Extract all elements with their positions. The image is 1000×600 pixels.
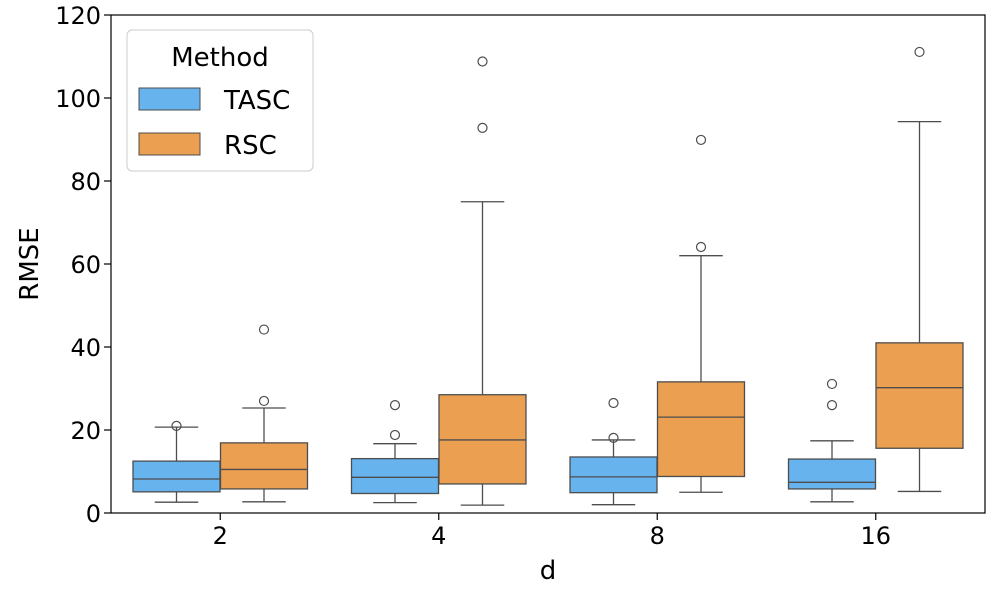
box-rsc-16 [875, 342, 964, 449]
legend-swatch-rsc [138, 132, 201, 156]
legend-label-rsc: RSC [224, 131, 277, 161]
box-rsc-2 [219, 442, 309, 490]
outlier-rsc-4-1 [477, 56, 488, 67]
legend-title: Method [171, 43, 269, 73]
outlier-rsc-8-0 [695, 241, 707, 253]
legend: Method TASC RSC [126, 29, 314, 172]
x-tick-label-4: 4 [431, 522, 446, 550]
outlier-tasc-4-0 [389, 429, 401, 441]
outlier-rsc-8-1 [695, 134, 707, 146]
outlier-tasc-2-0 [171, 420, 182, 431]
box-tasc-8 [569, 456, 658, 494]
outlier-rsc-4-0 [477, 122, 488, 133]
y-tick-label-40: 40 [70, 334, 101, 362]
y-tick-label-20: 20 [70, 417, 101, 445]
x-tick-label-2: 2 [213, 522, 228, 550]
outlier-tasc-16-1 [826, 378, 838, 390]
box-tasc-4 [350, 457, 440, 495]
legend-label-tasc: TASC [223, 86, 290, 116]
outlier-tasc-8-1 [608, 397, 619, 409]
y-tick-label-80: 80 [70, 168, 101, 196]
x-tick-label-16: 16 [860, 522, 891, 550]
y-tick-label-100: 100 [55, 85, 101, 113]
outlier-tasc-8-0 [608, 432, 619, 443]
y-tick-label-0: 0 [86, 500, 101, 528]
box-tasc-2 [132, 460, 221, 493]
box-rsc-8 [656, 381, 746, 478]
x-axis-label: d [540, 556, 557, 586]
legend-swatch-tasc [138, 87, 201, 111]
axes: 0 20 40 60 80 100 120 2 4 8 16 [55, 2, 891, 550]
y-tick-label-60: 60 [70, 251, 101, 279]
y-tick-label-120: 120 [55, 2, 101, 30]
x-tick-label-8: 8 [650, 522, 665, 550]
y-axis-label: RMSE [15, 227, 45, 300]
outlier-rsc-2-1 [258, 324, 270, 335]
outlier-rsc-16-0 [914, 46, 925, 58]
outlier-tasc-4-1 [389, 400, 401, 411]
outlier-rsc-2-0 [258, 395, 270, 407]
plot-area [132, 46, 964, 506]
box-tasc-16 [787, 458, 877, 490]
outlier-tasc-16-0 [826, 400, 838, 411]
